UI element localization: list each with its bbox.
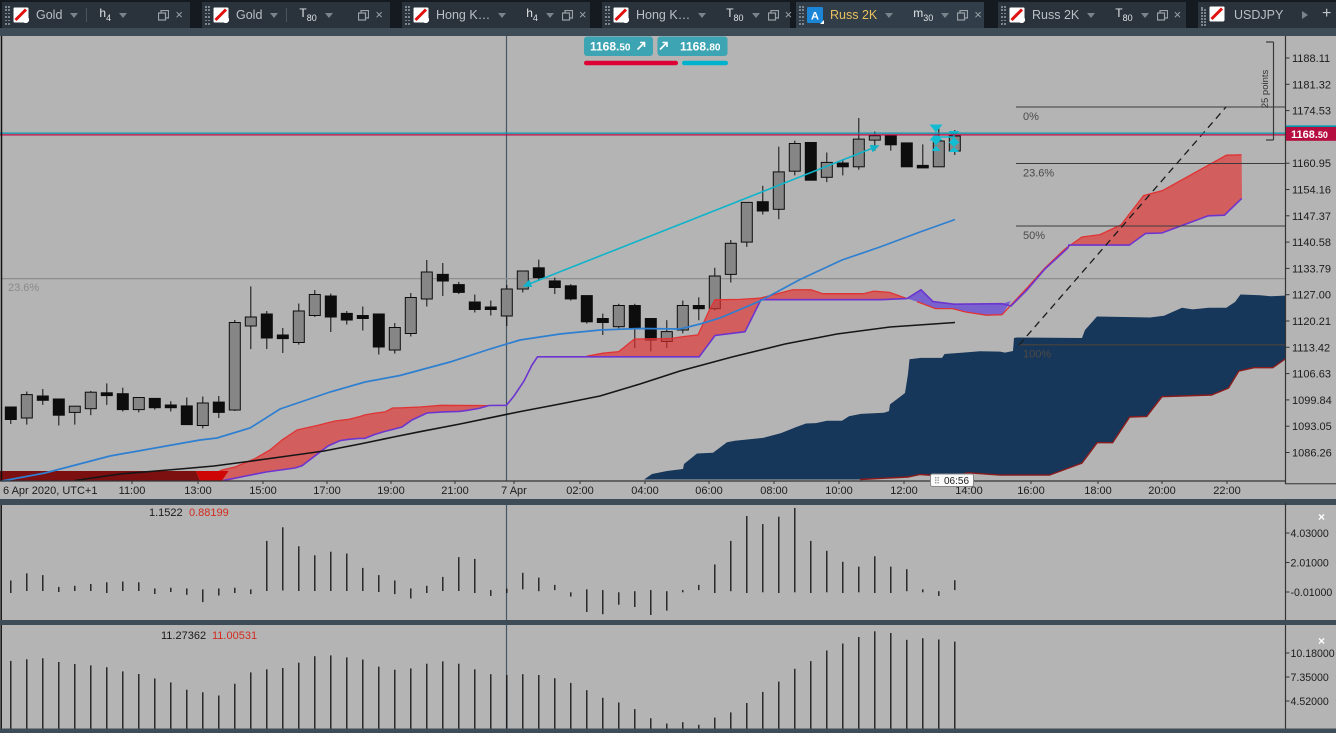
svg-text:1099.84: 1099.84 [1292, 395, 1332, 407]
svg-text:22:00: 22:00 [1213, 485, 1241, 497]
svg-text:1113.42: 1113.42 [1292, 342, 1330, 354]
svg-text:20:00: 20:00 [1148, 485, 1176, 497]
svg-text:11.27362: 11.27362 [161, 630, 206, 642]
svg-text:50%: 50% [1023, 230, 1045, 242]
svg-text:1140.58: 1140.58 [1292, 237, 1331, 249]
svg-text:A: A [811, 10, 819, 22]
svg-text:1181.32: 1181.32 [1292, 79, 1331, 91]
svg-text:7 Apr: 7 Apr [501, 485, 527, 497]
svg-text:1168.50: 1168.50 [1291, 129, 1328, 141]
svg-text:23.6%: 23.6% [1023, 168, 1054, 180]
svg-text:06:56: 06:56 [944, 476, 969, 487]
svg-text:×: × [1318, 510, 1325, 524]
svg-text:11:00: 11:00 [119, 485, 146, 497]
svg-text:×: × [1318, 634, 1325, 648]
svg-text:1147.37: 1147.37 [1292, 211, 1331, 223]
svg-text:1160.95: 1160.95 [1292, 158, 1331, 170]
svg-text:4.52000: 4.52000 [1291, 696, 1329, 708]
svg-text:1106.63: 1106.63 [1292, 369, 1331, 381]
svg-text:100%: 100% [1023, 349, 1051, 361]
svg-text:18:00: 18:00 [1084, 485, 1112, 497]
svg-text:4.03000: 4.03000 [1291, 528, 1329, 540]
svg-text:12:00: 12:00 [890, 485, 918, 497]
svg-text:06:00: 06:00 [695, 485, 723, 497]
svg-text:15:00: 15:00 [249, 485, 277, 497]
svg-text:1093.05: 1093.05 [1292, 421, 1332, 433]
svg-text:1120.21: 1120.21 [1292, 316, 1331, 328]
svg-text:1086.26: 1086.26 [1292, 448, 1332, 460]
svg-text:23.6%: 23.6% [8, 282, 39, 294]
svg-text:1168.80: 1168.80 [680, 40, 721, 54]
svg-text:13:00: 13:00 [184, 485, 212, 497]
svg-text:14:00: 14:00 [955, 485, 983, 497]
svg-text:10.18000: 10.18000 [1291, 648, 1335, 660]
svg-text:17:00: 17:00 [313, 485, 341, 497]
svg-text:1168.50: 1168.50 [590, 40, 631, 54]
svg-text:1127.00: 1127.00 [1292, 290, 1331, 302]
svg-text:10:00: 10:00 [825, 485, 853, 497]
svg-text:08:00: 08:00 [760, 485, 788, 497]
svg-text:0%: 0% [1023, 111, 1039, 123]
svg-text:6 Apr 2020, UTC+1: 6 Apr 2020, UTC+1 [3, 485, 97, 497]
svg-text:21:00: 21:00 [441, 485, 469, 497]
svg-text:1133.79: 1133.79 [1292, 263, 1331, 275]
svg-text:25 points: 25 points [1260, 69, 1271, 108]
svg-text:1188.11: 1188.11 [1292, 53, 1330, 65]
svg-text:1.1522: 1.1522 [149, 507, 183, 519]
svg-text:0.88199: 0.88199 [189, 507, 229, 519]
svg-text:11.00531: 11.00531 [212, 630, 257, 642]
svg-text:1154.16: 1154.16 [1292, 185, 1331, 197]
svg-text:04:00: 04:00 [631, 485, 659, 497]
svg-text:02:00: 02:00 [566, 485, 594, 497]
svg-text:1174.53: 1174.53 [1292, 106, 1331, 118]
svg-text:19:00: 19:00 [377, 485, 405, 497]
svg-text:16:00: 16:00 [1017, 485, 1045, 497]
svg-text:-0.01000: -0.01000 [1291, 587, 1333, 599]
svg-text:2.01000: 2.01000 [1291, 558, 1329, 570]
svg-text:7.35000: 7.35000 [1291, 672, 1329, 684]
